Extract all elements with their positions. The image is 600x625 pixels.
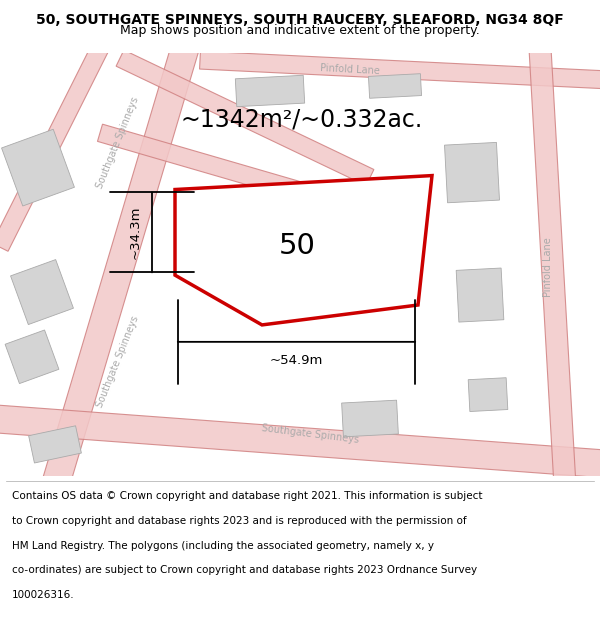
Polygon shape [456, 268, 504, 322]
Polygon shape [200, 51, 600, 89]
Text: ~54.9m: ~54.9m [270, 354, 323, 367]
Polygon shape [41, 44, 199, 490]
Text: Map shows position and indicative extent of the property.: Map shows position and indicative extent… [120, 24, 480, 38]
Polygon shape [529, 48, 576, 487]
Text: Southgate Spinneys: Southgate Spinneys [95, 96, 141, 190]
Polygon shape [2, 129, 74, 206]
Text: ~1342m²/~0.332ac.: ~1342m²/~0.332ac. [181, 108, 423, 132]
Text: Pinfold Lane: Pinfold Lane [543, 238, 553, 297]
Polygon shape [11, 259, 73, 324]
Text: Contains OS data © Crown copyright and database right 2021. This information is : Contains OS data © Crown copyright and d… [12, 491, 482, 501]
Text: to Crown copyright and database rights 2023 and is reproduced with the permissio: to Crown copyright and database rights 2… [12, 516, 467, 526]
Text: 100026316.: 100026316. [12, 590, 74, 600]
Polygon shape [29, 426, 82, 463]
Polygon shape [0, 44, 108, 251]
Polygon shape [175, 176, 432, 325]
Polygon shape [445, 142, 499, 202]
Polygon shape [97, 124, 343, 211]
Polygon shape [368, 74, 422, 98]
Polygon shape [5, 330, 59, 384]
Text: 50: 50 [279, 232, 316, 260]
Polygon shape [116, 50, 374, 186]
Text: Southgate Spinneys: Southgate Spinneys [95, 314, 141, 409]
Text: ~34.3m: ~34.3m [129, 206, 142, 259]
Polygon shape [0, 404, 600, 478]
Polygon shape [341, 400, 398, 437]
Text: co-ordinates) are subject to Crown copyright and database rights 2023 Ordnance S: co-ordinates) are subject to Crown copyr… [12, 565, 477, 575]
Text: 50, SOUTHGATE SPINNEYS, SOUTH RAUCEBY, SLEAFORD, NG34 8QF: 50, SOUTHGATE SPINNEYS, SOUTH RAUCEBY, S… [36, 13, 564, 28]
Text: HM Land Registry. The polygons (including the associated geometry, namely x, y: HM Land Registry. The polygons (includin… [12, 541, 434, 551]
Text: Southgate Spinneys: Southgate Spinneys [261, 424, 359, 446]
Polygon shape [235, 75, 305, 107]
Polygon shape [468, 378, 508, 411]
Polygon shape [263, 201, 327, 258]
Text: Pinfold Lane: Pinfold Lane [320, 64, 380, 77]
